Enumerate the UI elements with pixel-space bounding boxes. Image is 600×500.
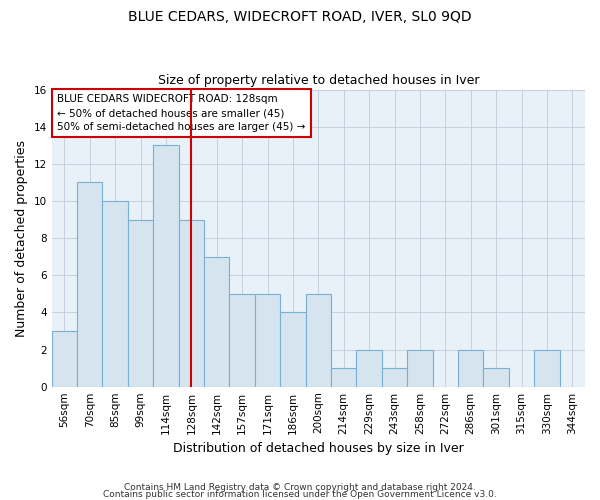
Text: Contains HM Land Registry data © Crown copyright and database right 2024.: Contains HM Land Registry data © Crown c… [124,484,476,492]
Bar [52,331,77,386]
Bar [458,350,484,387]
X-axis label: Distribution of detached houses by size in Iver: Distribution of detached houses by size … [173,442,464,455]
Text: BLUE CEDARS WIDECROFT ROAD: 128sqm
← 50% of detached houses are smaller (45)
50%: BLUE CEDARS WIDECROFT ROAD: 128sqm ← 50%… [57,94,305,132]
Bar [407,350,433,387]
Bar [280,312,305,386]
Text: BLUE CEDARS, WIDECROFT ROAD, IVER, SL0 9QD: BLUE CEDARS, WIDECROFT ROAD, IVER, SL0 9… [128,10,472,24]
Bar [534,350,560,387]
Bar [77,182,103,386]
Bar [331,368,356,386]
Title: Size of property relative to detached houses in Iver: Size of property relative to detached ho… [158,74,479,87]
Bar [484,368,509,386]
Bar [204,256,229,386]
Bar [128,220,153,386]
Bar [103,201,128,386]
Y-axis label: Number of detached properties: Number of detached properties [15,140,28,336]
Bar [229,294,255,386]
Bar [305,294,331,386]
Bar [382,368,407,386]
Bar [255,294,280,386]
Bar [179,220,204,386]
Bar [356,350,382,387]
Bar [153,146,179,386]
Text: Contains public sector information licensed under the Open Government Licence v3: Contains public sector information licen… [103,490,497,499]
